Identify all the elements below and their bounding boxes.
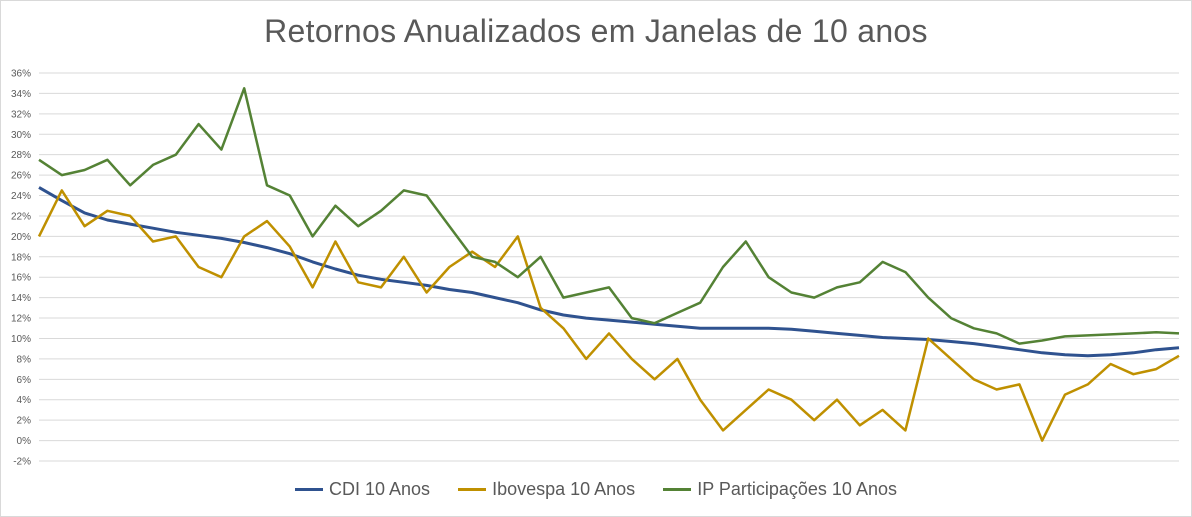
y-tick-label: 20% [11,232,31,243]
chart-title: Retornos Anualizados em Janelas de 10 an… [264,13,928,49]
y-tick-label: 26% [11,171,31,182]
legend-swatch-ibovespa [458,488,487,491]
legend-entry-ibovespa: Ibovespa 10 Anos [458,479,635,500]
y-tick-label: -2% [13,457,31,468]
y-tick-label: 10% [11,334,31,345]
y-tick-label: 4% [17,395,32,406]
y-tick-label: 18% [11,252,31,263]
y-tick-label: 36% [11,69,31,80]
y-tick-label: 2% [17,416,32,427]
y-tick-label: 14% [11,293,31,304]
series-line-cdi [38,186,1180,358]
y-tick-label: 34% [11,89,31,100]
legend-label-ibovespa: Ibovespa 10 Anos [492,479,636,499]
y-tick-label: 8% [17,354,32,365]
legend-label-cdi: CDI 10 Anos [329,479,431,499]
y-tick-label: 16% [11,273,31,284]
legend-swatch-cdi [295,488,323,491]
y-tick-label: 12% [11,314,31,325]
chart-legend: CDI 10 Anos Ibovespa 10 Anos IP Particip… [1,479,1191,500]
series-line-ip [38,87,1180,345]
y-tick-label: 22% [11,211,31,222]
legend-entry-cdi: CDI 10 Anos [295,479,430,500]
y-tick-label: 24% [11,191,31,202]
y-tick-label: 6% [17,375,32,386]
legend-entry-ip: IP Participações 10 Anos [663,479,897,500]
y-tick-label: 0% [17,436,32,447]
y-tick-label: 30% [11,130,31,141]
series-line-ibovespa [37,189,1180,442]
legend-label-ip: IP Participações 10 Anos [697,479,897,499]
y-tick-label: 32% [11,109,31,120]
legend-swatch-ip [663,488,692,491]
y-tick-label: 28% [11,150,31,161]
